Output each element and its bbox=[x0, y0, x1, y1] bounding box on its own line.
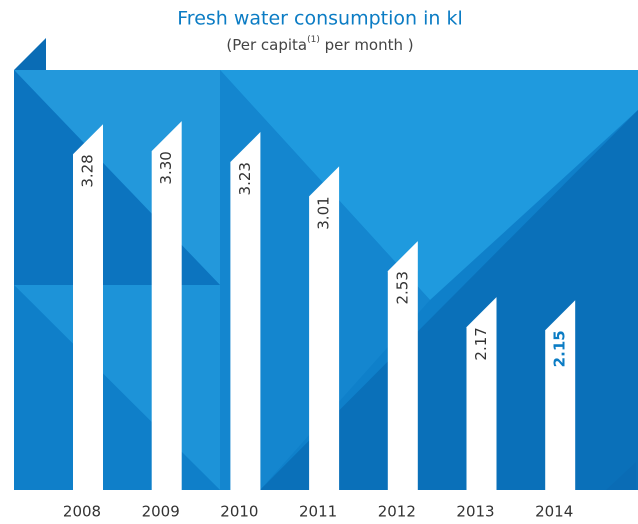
bar bbox=[230, 132, 261, 496]
bar bbox=[387, 241, 418, 495]
subtitle-superscript: (1) bbox=[307, 35, 320, 45]
corner-tab bbox=[606, 462, 636, 490]
x-tick-label: 2008 bbox=[63, 503, 101, 521]
value-label: 2.17 bbox=[472, 327, 490, 360]
x-tick-label: 2014 bbox=[535, 503, 573, 521]
value-label: 3.01 bbox=[315, 196, 333, 229]
x-tick-label: 2013 bbox=[456, 503, 494, 521]
x-tick-label: 2010 bbox=[220, 503, 258, 521]
corner-tab bbox=[14, 38, 46, 70]
facet bbox=[260, 110, 638, 490]
subtitle-text: per month ) bbox=[320, 36, 414, 54]
chart-title: Fresh water consumption in kl bbox=[177, 8, 462, 30]
bar bbox=[466, 297, 497, 495]
value-label: 3.23 bbox=[236, 162, 254, 195]
value-label: 3.30 bbox=[157, 151, 175, 184]
bar bbox=[309, 166, 340, 496]
value-label: 2.53 bbox=[393, 271, 411, 304]
value-label: 2.15 bbox=[551, 330, 569, 367]
bar bbox=[151, 121, 182, 496]
x-tick-label: 2012 bbox=[378, 503, 416, 521]
value-label: 3.28 bbox=[79, 154, 97, 187]
facet bbox=[220, 70, 638, 300]
chart-subtitle: (Per capita(1) per month ) bbox=[226, 35, 413, 54]
x-tick-label: 2009 bbox=[142, 503, 180, 521]
bar bbox=[545, 300, 576, 495]
bar bbox=[73, 124, 103, 496]
x-tick-label: 2011 bbox=[299, 503, 337, 521]
subtitle-text: (Per capita bbox=[226, 36, 307, 54]
